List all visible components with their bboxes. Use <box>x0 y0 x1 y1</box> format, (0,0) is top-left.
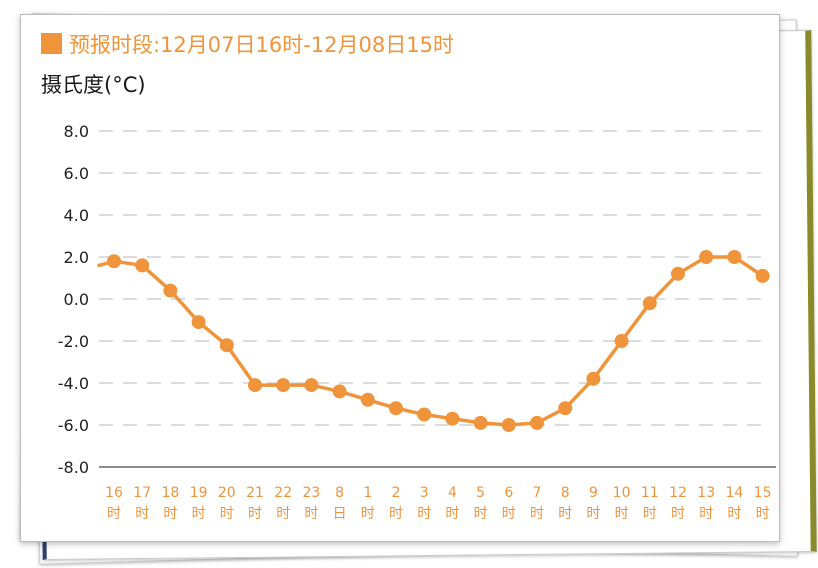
x-tick-unit: 时 <box>558 506 572 522</box>
temperature-chart: 预报时段:12月07日16时-12月08日15时 摄氏度(°C) 8.0 6.0 4… <box>41 33 776 522</box>
chart-card: 预报时段:12月07日16时-12月08日15时 摄氏度(°C) 8.0 6.0 4… <box>20 14 780 542</box>
data-point <box>360 392 375 407</box>
y-tick-label: 4.0 <box>64 206 89 225</box>
data-point <box>417 407 432 422</box>
x-tick-label: 11 <box>641 485 659 501</box>
data-point <box>699 250 714 264</box>
grid-lines <box>99 130 766 426</box>
x-tick-unit: 时 <box>163 506 177 522</box>
period-marker-icon <box>41 33 62 54</box>
x-tick-unit: 时 <box>389 506 403 522</box>
data-point <box>501 418 516 432</box>
x-tick-label: 13 <box>697 485 715 501</box>
y-tick-label: -4.0 <box>58 374 89 393</box>
x-tick-unit: 时 <box>361 506 375 522</box>
data-point <box>642 296 657 311</box>
x-tick-label: 21 <box>246 485 264 501</box>
x-tick-unit: 时 <box>192 506 206 522</box>
x-tick-label: 6 <box>504 485 513 501</box>
data-point <box>671 266 685 281</box>
y-tick-label: -8.0 <box>58 458 89 477</box>
x-tick-label: 8 <box>335 485 344 501</box>
data-point <box>276 378 291 393</box>
x-tick-unit: 时 <box>727 506 741 522</box>
y-axis-ticks: 8.0 6.0 4.0 2.0 0.0 -2.0 -4.0 -6.0 -8.0 <box>58 122 89 477</box>
data-point <box>135 258 150 273</box>
x-axis-ticks: 16时17时18时19时20时21时22时23时8日1时2时3时4时5时6时7时… <box>105 485 771 522</box>
data-point <box>614 334 629 348</box>
x-tick-unit: 时 <box>304 506 318 522</box>
data-point <box>727 250 742 264</box>
x-tick-unit: 日 <box>333 506 347 522</box>
x-tick-unit: 时 <box>756 506 770 522</box>
y-tick-label: -6.0 <box>58 416 89 435</box>
data-point <box>248 378 262 393</box>
data-point <box>586 371 601 386</box>
x-tick-label: 2 <box>392 485 401 501</box>
x-tick-unit: 时 <box>220 506 234 522</box>
x-tick-label: 16 <box>105 485 123 501</box>
x-tick-label: 12 <box>669 485 687 501</box>
y-axis-unit-label: 摄氏度(°C) <box>41 73 146 97</box>
x-tick-unit: 时 <box>248 506 262 522</box>
x-tick-label: 1 <box>363 485 372 501</box>
x-tick-unit: 时 <box>615 506 629 522</box>
x-tick-label: 4 <box>448 485 457 501</box>
y-tick-label: 8.0 <box>64 122 89 141</box>
data-point <box>755 268 770 283</box>
x-tick-unit: 时 <box>445 506 459 522</box>
x-tick-unit: 时 <box>276 506 290 522</box>
data-point <box>332 384 347 399</box>
y-tick-label: 2.0 <box>64 248 89 267</box>
x-tick-label: 20 <box>218 485 236 501</box>
x-tick-label: 9 <box>589 485 598 501</box>
data-point <box>389 401 403 416</box>
x-tick-label: 17 <box>133 485 151 501</box>
data-point <box>107 254 121 269</box>
x-tick-unit: 时 <box>530 506 544 522</box>
x-tick-label: 22 <box>274 485 292 501</box>
y-tick-label: 6.0 <box>64 164 89 183</box>
x-tick-unit: 时 <box>502 506 516 522</box>
x-tick-label: 7 <box>533 485 542 501</box>
data-point <box>445 411 460 426</box>
data-point <box>163 283 178 298</box>
x-tick-unit: 时 <box>135 506 149 522</box>
x-tick-label: 15 <box>754 485 772 501</box>
y-tick-label: 0.0 <box>64 290 89 309</box>
x-tick-unit: 时 <box>474 506 488 522</box>
x-tick-label: 19 <box>190 485 208 501</box>
x-tick-label: 3 <box>420 485 429 501</box>
x-tick-label: 23 <box>302 485 320 501</box>
data-point <box>530 415 544 430</box>
x-tick-unit: 时 <box>417 506 431 522</box>
x-tick-label: 10 <box>613 485 631 501</box>
x-tick-label: 8 <box>561 485 570 501</box>
data-point <box>219 338 234 353</box>
x-tick-label: 14 <box>725 485 743 501</box>
x-tick-label: 5 <box>476 485 485 501</box>
data-point <box>304 378 319 393</box>
temperature-series <box>97 250 770 432</box>
data-point <box>191 315 206 330</box>
data-point <box>473 415 488 430</box>
x-tick-label: 18 <box>161 485 179 501</box>
data-point <box>558 401 573 416</box>
x-tick-unit: 时 <box>107 506 121 522</box>
forecast-period-label: 预报时段:12月07日16时-12月08日15时 <box>69 33 454 57</box>
x-tick-unit: 时 <box>671 506 685 522</box>
y-tick-label: -2.0 <box>58 332 89 351</box>
x-tick-unit: 时 <box>643 506 657 522</box>
x-tick-unit: 时 <box>586 506 600 522</box>
x-tick-unit: 时 <box>699 506 713 522</box>
